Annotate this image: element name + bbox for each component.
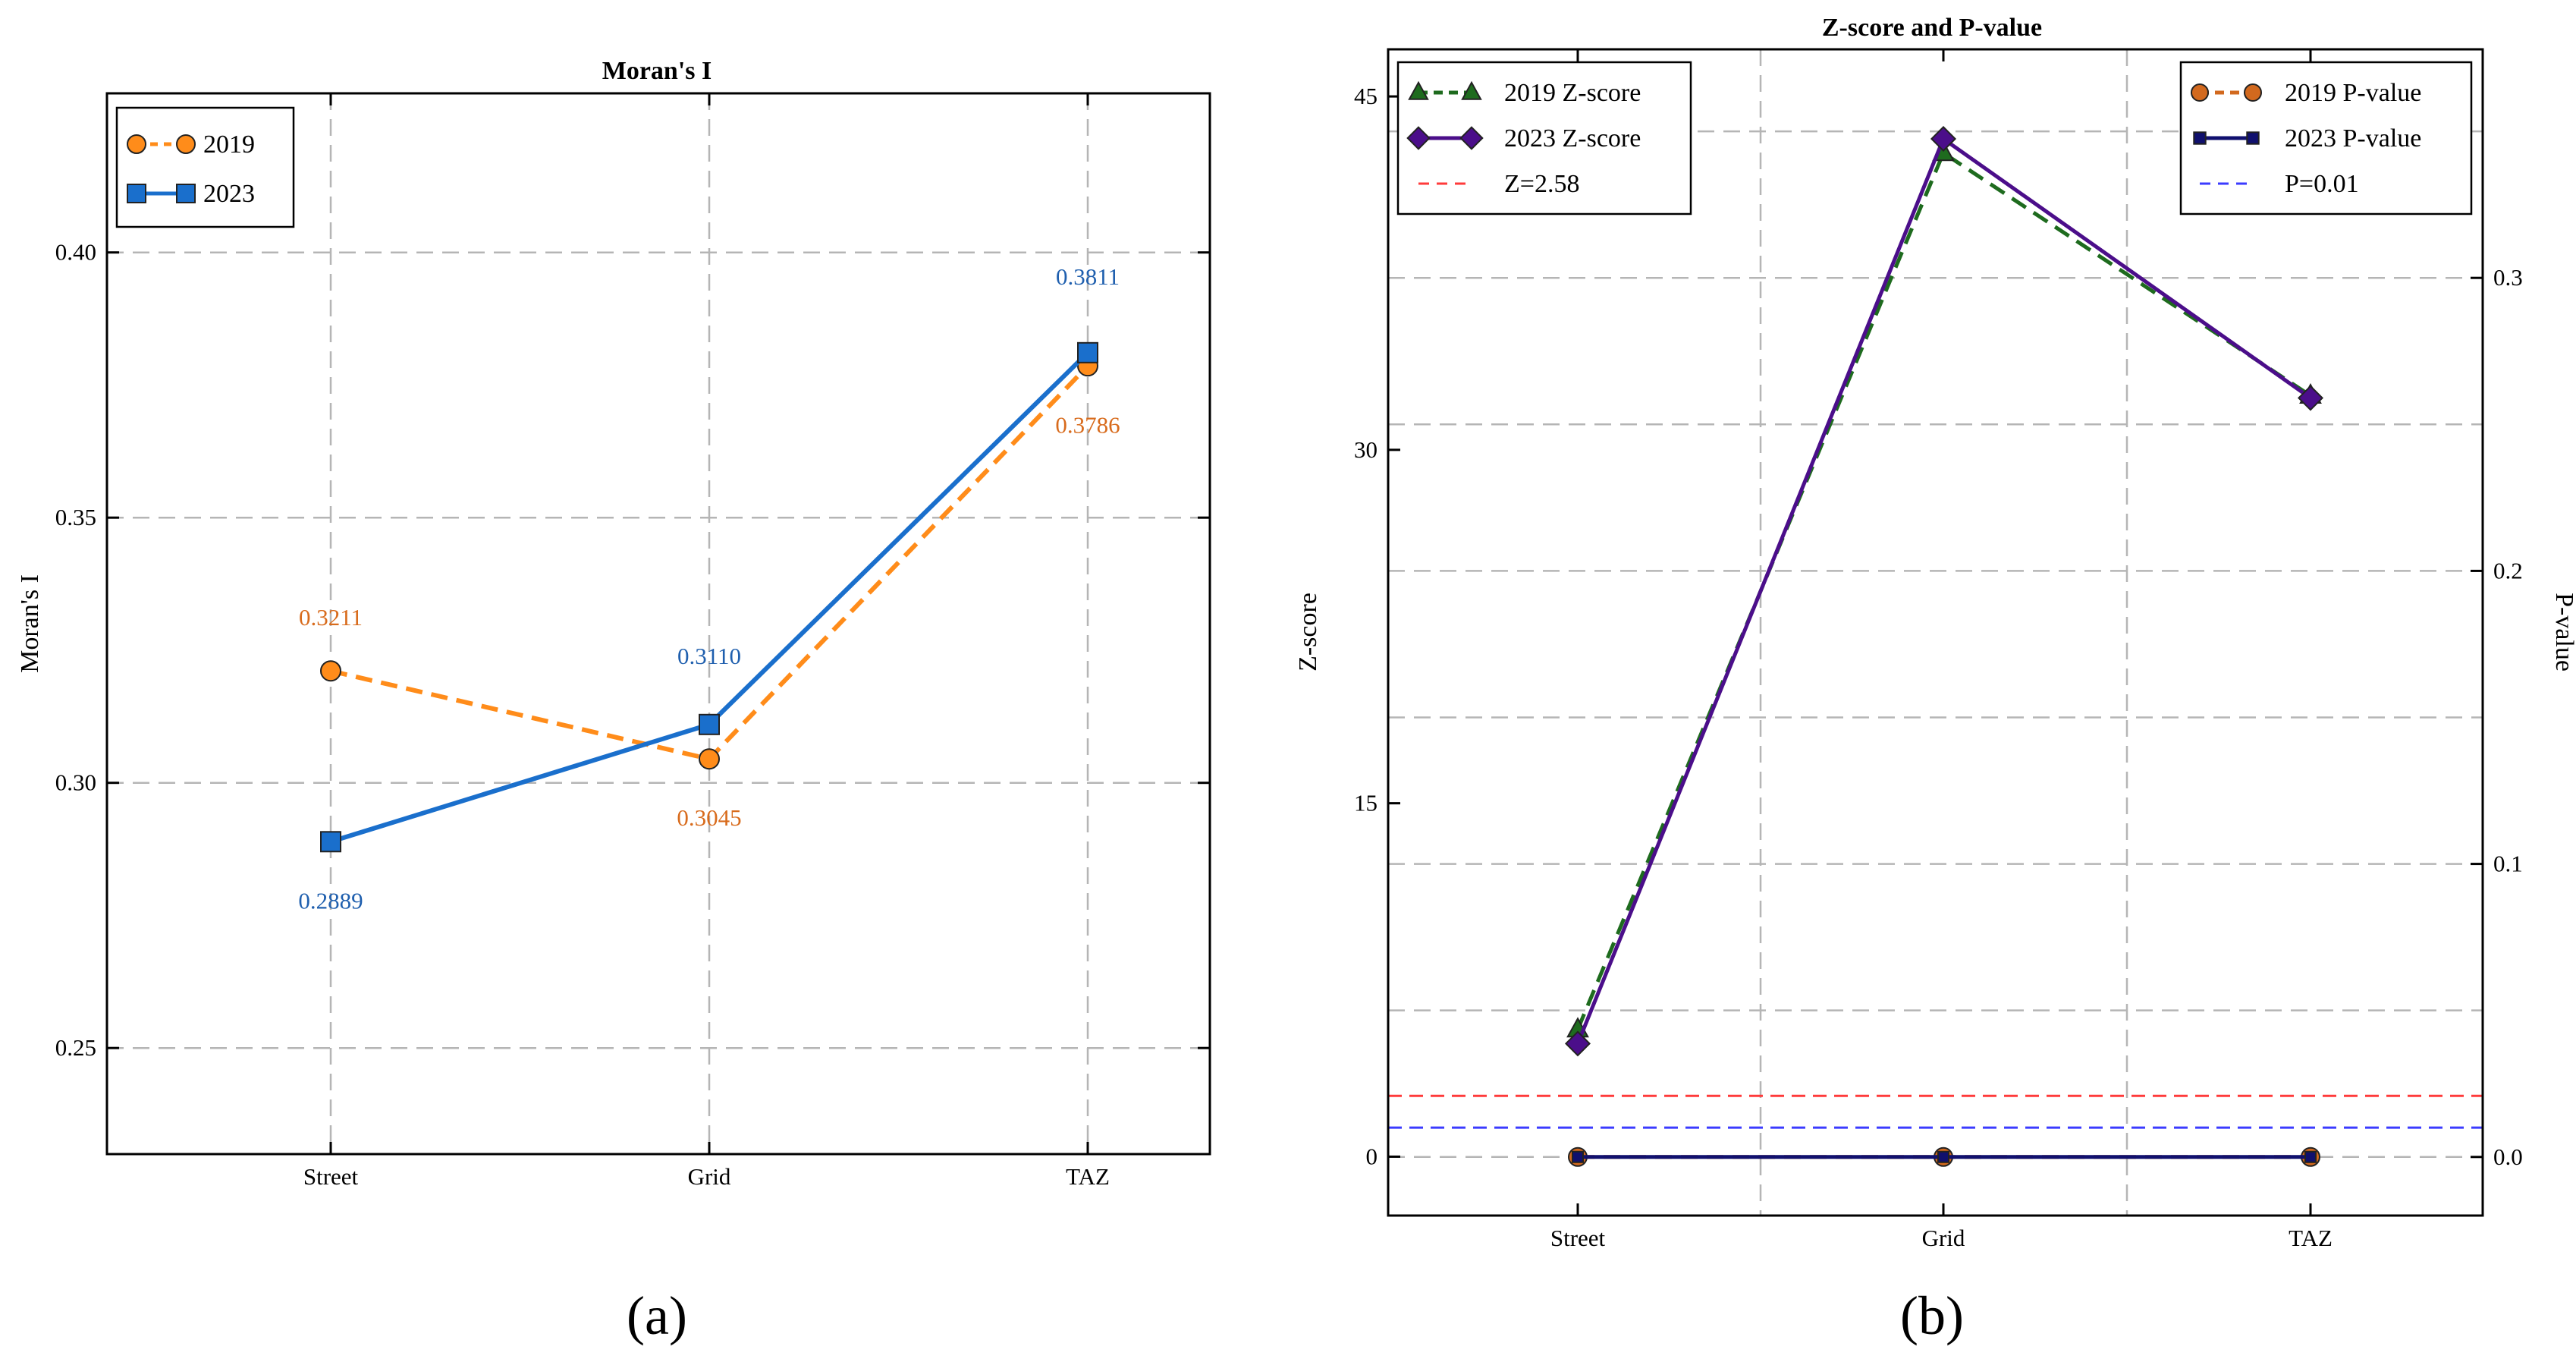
panel-a-point-2019 bbox=[699, 748, 720, 770]
panel-b-legend-right-entries: 2019 P-value 2023 P-value P=0.01 bbox=[2191, 79, 2421, 198]
panel-a-data-label-2019: 0.3786 bbox=[1055, 411, 1120, 438]
panel-b-legend-marker-2019 P-value bbox=[2191, 83, 2209, 102]
panel-b-reference-lines bbox=[1388, 1094, 2483, 1129]
panel-a-ytick-label: 0.25 bbox=[55, 1034, 96, 1061]
panel-b-ytick-label-right: 0.2 bbox=[2493, 557, 2523, 583]
panel-b-ytick-label-right: 0.1 bbox=[2493, 851, 2523, 877]
panel-b-legend-label-Z=2.58: Z=2.58 bbox=[1504, 170, 1579, 198]
panel-a-legend: 2019 2023 bbox=[115, 106, 295, 228]
panel-a-legend-marker-2023 bbox=[127, 184, 146, 203]
panel-b-point-2023 Z-score bbox=[2297, 385, 2324, 411]
panel-b-legend-marker-2019 Z-score bbox=[1408, 80, 1429, 100]
panel-b-legend-label-2023 Z-score: 2023 Z-score bbox=[1504, 124, 1641, 153]
panel-a-legend-label-2019: 2019 bbox=[203, 131, 255, 159]
panel-a-ytick-label: 0.35 bbox=[55, 504, 96, 530]
panel-b-ytick-label-left: 15 bbox=[1354, 790, 1378, 816]
panel-b-legend-marker-2023 Z-score bbox=[1459, 126, 1484, 150]
panel-a-legend-marker-2019 bbox=[127, 134, 146, 154]
panel-a-point-2023 bbox=[1077, 341, 1098, 363]
panel-a-point-2023 bbox=[320, 831, 341, 853]
panel-b-legend-right: 2019 P-value 2023 P-value P=0.01 bbox=[2179, 61, 2473, 215]
panel-a-ytick-label: 0.30 bbox=[55, 769, 96, 796]
panel-b-series-line-2023 Z-score bbox=[1575, 136, 2312, 1045]
panel-b-series bbox=[1564, 125, 2324, 1167]
panel-b-legend-marker-2019 P-value bbox=[2244, 83, 2262, 102]
panel-a-data-labels: 0.3211 0.3045 0.3786 0.2889 0.3110 0.3811 bbox=[298, 263, 1120, 914]
panel-b-label: (b) bbox=[1900, 1285, 1964, 1346]
panel-b-legend-left: 2019 Z-score 2023 Z-score Z=2.58 bbox=[1396, 61, 1692, 215]
panel-a-legend-marker-2023 bbox=[176, 184, 196, 203]
panel-b-legend-label-P=0.01: P=0.01 bbox=[2285, 170, 2359, 198]
panel-a-label: (a) bbox=[627, 1285, 687, 1346]
panel-a-data-label-2023: 0.2889 bbox=[298, 887, 363, 914]
panel-a-point-2023 bbox=[699, 713, 720, 735]
panel-a-legend-marker-2019 bbox=[176, 134, 196, 154]
panel-a-data-label-2019: 0.3045 bbox=[677, 804, 741, 831]
panel-b-gridlines bbox=[1388, 49, 2483, 1216]
panel-a-data-label-2019: 0.3211 bbox=[299, 604, 363, 631]
panel-b-point-2023 P-value bbox=[2304, 1150, 2317, 1163]
panel-b-series-line-2019 Z-score bbox=[1575, 149, 2312, 1030]
panel-b-point-2023 Z-score bbox=[1930, 125, 1957, 153]
panel-a-legend-label-2023: 2023 bbox=[203, 180, 255, 208]
panel-b-legend-marker-2023 Z-score bbox=[1406, 126, 1431, 150]
panel-a-data-label-2023: 0.3110 bbox=[677, 643, 741, 669]
panel-b-legend-label-2019 Z-score: 2019 Z-score bbox=[1504, 79, 1641, 107]
panel-b-xtick-label: TAZ bbox=[2289, 1225, 2333, 1251]
panel-b-plot-frame bbox=[1387, 48, 2484, 1217]
panel-b-ytick-label-left: 45 bbox=[1354, 83, 1378, 109]
panel-b-ylabel-left: Z-score bbox=[1294, 593, 1322, 672]
panel-b-legend-label-2019 P-value: 2019 P-value bbox=[2285, 79, 2421, 107]
panel-a-legend-entries: 2019 2023 bbox=[127, 131, 255, 208]
panel-b-xtick-label: Street bbox=[1550, 1225, 1606, 1251]
panel-b-legend-marker-2019 Z-score bbox=[1461, 80, 1482, 100]
panel-a-xtick-label: TAZ bbox=[1066, 1163, 1110, 1190]
panel-b-ytick-label-left: 30 bbox=[1354, 436, 1378, 463]
panel-b-ytick-label-left: 0 bbox=[1366, 1143, 1378, 1169]
panel-a-plot-frame bbox=[105, 92, 1211, 1156]
panel-b-ylabel-right: P-value bbox=[2550, 593, 2576, 672]
panel-a-title: Moran's I bbox=[602, 57, 712, 85]
panel-b-legend-marker-2023 P-value bbox=[2246, 131, 2260, 145]
panel-a-point-2019 bbox=[320, 660, 341, 682]
panel-b-point-2023 P-value bbox=[1937, 1150, 1949, 1163]
panel-b-point-2023 Z-score bbox=[1564, 1030, 1591, 1057]
panel-a-data-label-2023: 0.3811 bbox=[1056, 263, 1120, 290]
panel-b-legend-marker-2023 P-value bbox=[2193, 131, 2207, 145]
panel-b-legend-left-entries: 2019 Z-score 2023 Z-score Z=2.58 bbox=[1406, 79, 1641, 198]
panel-b-zscore-pvalue: Z-score and P-value 0 15 30 45 0.0 0.1 0.2 0.3 S… bbox=[1294, 14, 2576, 1346]
panel-a-legend-box bbox=[115, 106, 295, 228]
panel-b-point-2023 P-value bbox=[1572, 1150, 1584, 1163]
panel-b-ytick-label-right: 0.0 bbox=[2493, 1143, 2523, 1170]
panel-a-ylabel: Moran's I bbox=[16, 574, 44, 673]
panel-a-ytick-label: 0.40 bbox=[55, 239, 96, 266]
panel-b-xtick-label: Grid bbox=[1922, 1225, 1965, 1251]
panel-a-gridlines bbox=[107, 93, 1210, 1154]
panel-a-series bbox=[320, 341, 1098, 853]
panel-b-ytick-label-right: 0.3 bbox=[2493, 264, 2523, 291]
panel-a-xtick-label: Street bbox=[303, 1163, 359, 1190]
panel-a-ticks: 0.25 0.30 0.35 0.40 Street Grid TAZ bbox=[55, 93, 1210, 1190]
panel-b-ticks: 0 15 30 45 0.0 0.1 0.2 0.3 Street Grid TAZ bbox=[1354, 49, 2523, 1251]
panel-b-legend-label-2023 P-value: 2023 P-value bbox=[2285, 124, 2421, 153]
panel-a-xtick-label: Grid bbox=[688, 1163, 731, 1190]
panel-b-title: Z-score and P-value bbox=[1822, 14, 2042, 42]
